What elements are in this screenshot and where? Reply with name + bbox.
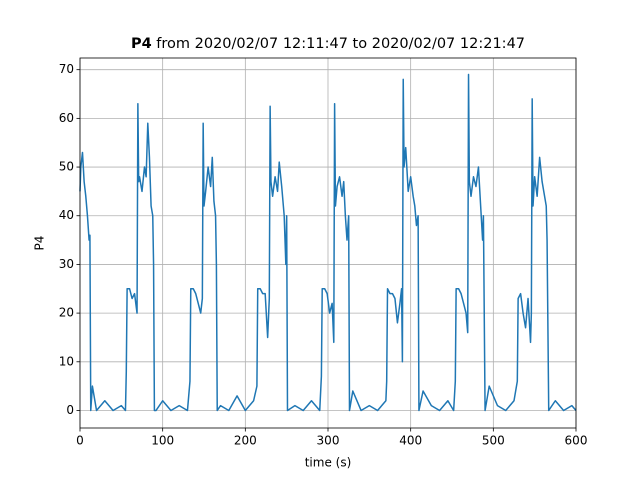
title-variable: P4: [131, 36, 152, 52]
y-tick-label: 0: [66, 403, 74, 417]
x-tick-label: 100: [151, 434, 174, 448]
x-tick-label: 300: [317, 434, 340, 448]
x-axis-label: time (s): [305, 456, 352, 470]
y-tick-label: 70: [59, 62, 74, 76]
x-tick-label: 200: [234, 434, 257, 448]
x-tick-label: 0: [76, 434, 84, 448]
x-tick-label: 600: [565, 434, 588, 448]
y-axis-label: P4: [33, 236, 47, 251]
title-range: from 2020/02/07 12:11:47 to 2020/02/07 1…: [156, 36, 525, 52]
plot-frame: [79, 57, 577, 429]
data-line: [79, 73, 577, 412]
y-tick-label: 50: [59, 160, 74, 174]
y-tick-label: 60: [59, 111, 74, 125]
y-tick-label: 20: [59, 306, 74, 320]
y-tick-label: 30: [59, 257, 74, 271]
x-tick-label: 400: [399, 434, 422, 448]
chart-title: P4 from 2020/02/07 12:11:47 to 2020/02/0…: [131, 36, 525, 52]
y-tick-label: 10: [59, 354, 74, 368]
x-tick-label: 500: [482, 434, 505, 448]
y-tick-label: 40: [59, 208, 74, 222]
